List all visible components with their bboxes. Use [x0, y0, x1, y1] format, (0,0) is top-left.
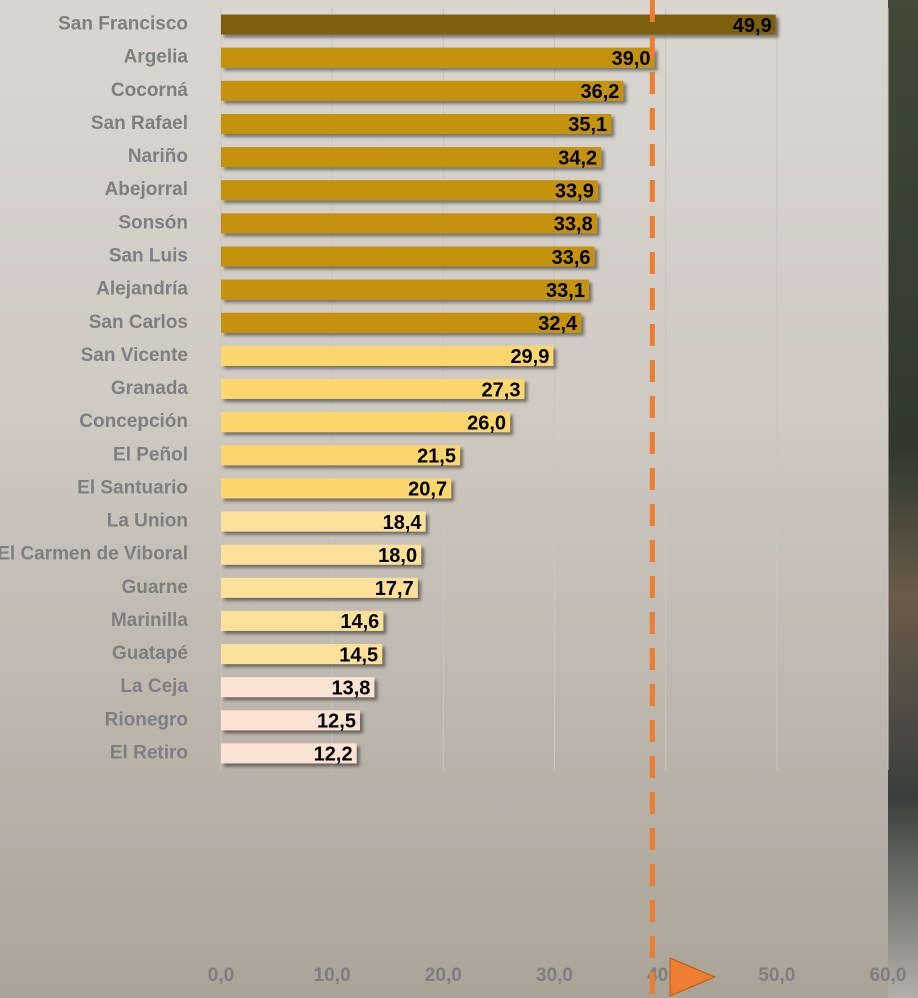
category-label: La Ceja — [120, 676, 188, 697]
value-label: 12,2 — [314, 744, 353, 766]
x-tick-label: 0,0 — [208, 965, 234, 986]
bar — [221, 478, 452, 499]
bar — [221, 610, 384, 631]
category-label: San Luis — [109, 245, 188, 266]
bar — [221, 544, 422, 565]
bar — [221, 113, 612, 134]
bar — [221, 677, 375, 698]
bar — [221, 312, 582, 333]
category-label: La Union — [107, 511, 188, 532]
bar — [221, 445, 461, 466]
value-label: 33,1 — [546, 280, 585, 302]
bar — [221, 47, 655, 68]
bar — [221, 644, 383, 665]
x-tick-label: 10,0 — [314, 965, 351, 986]
x-tick-label: 60,0 — [870, 965, 907, 986]
category-label: Rionegro — [105, 709, 188, 730]
category-label: El Peñol — [113, 444, 188, 465]
value-label: 36,2 — [580, 81, 619, 103]
bar — [221, 213, 597, 234]
value-label: 26,0 — [467, 412, 506, 434]
background-photo — [888, 0, 918, 998]
category-label: Argelia — [124, 47, 189, 68]
category-label: Cocorná — [111, 80, 189, 101]
value-label: 18,4 — [383, 512, 423, 534]
value-label: 13,8 — [331, 677, 370, 699]
value-label: 27,3 — [482, 379, 521, 401]
category-label: San Vicente — [81, 345, 188, 366]
x-tick-label: 50,0 — [758, 965, 795, 986]
bar — [221, 246, 595, 267]
bar — [221, 511, 426, 532]
category-label: Concepción — [79, 411, 188, 432]
arrow-marker — [669, 957, 717, 997]
category-label: San Carlos — [89, 312, 188, 333]
category-label: Granada — [111, 378, 189, 399]
bar — [221, 412, 511, 433]
category-label: Guatapé — [112, 643, 188, 664]
value-label: 21,5 — [417, 446, 456, 468]
category-label: Alejandría — [96, 279, 188, 300]
bar — [221, 743, 357, 764]
value-label: 14,6 — [340, 611, 379, 633]
category-label: Sonsón — [118, 212, 188, 233]
value-label: 18,0 — [378, 545, 417, 567]
bar — [221, 180, 598, 201]
bar — [221, 147, 602, 168]
bar — [221, 379, 525, 399]
bar — [221, 345, 554, 366]
value-label: 14,5 — [339, 644, 378, 666]
value-label: 12,5 — [317, 711, 356, 733]
value-label: 34,2 — [558, 147, 597, 169]
bar — [221, 279, 589, 300]
bar — [221, 80, 624, 101]
bar — [221, 577, 418, 598]
category-label: San Rafael — [91, 113, 188, 134]
bar — [221, 14, 776, 35]
value-label: 39,0 — [612, 48, 651, 70]
value-label: 29,9 — [510, 346, 549, 368]
category-label: El Carmen de Viboral — [0, 544, 188, 565]
bar — [221, 710, 360, 731]
value-label: 17,7 — [375, 578, 414, 600]
value-label: 32,4 — [538, 313, 578, 335]
x-tick-label: 20,0 — [425, 965, 462, 986]
value-label: 33,9 — [555, 180, 594, 202]
value-label: 49,9 — [733, 15, 772, 37]
category-label: San Francisco — [58, 14, 188, 35]
category-label: Guarne — [121, 577, 188, 598]
value-label: 35,1 — [568, 114, 607, 136]
category-label: Marinilla — [111, 610, 189, 631]
category-label: Abejorral — [105, 179, 188, 200]
value-label: 33,8 — [554, 214, 593, 236]
category-label: El Santuario — [77, 477, 188, 498]
category-label: Nariño — [128, 146, 188, 167]
value-label: 20,7 — [408, 479, 447, 501]
value-label: 33,6 — [552, 247, 591, 269]
category-label: El Retiro — [110, 742, 188, 763]
x-tick-label: 30,0 — [536, 965, 573, 986]
